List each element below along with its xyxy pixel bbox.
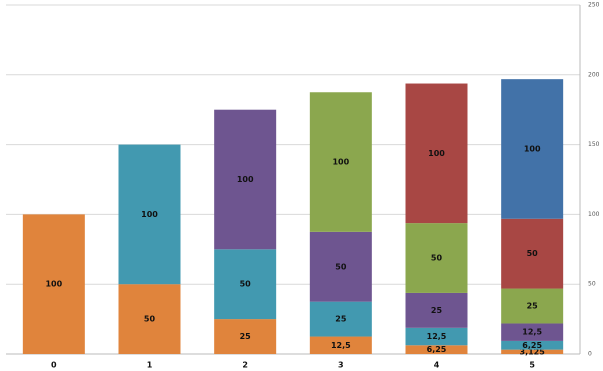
bar-segment (118, 144, 181, 285)
value-label: 50 (240, 280, 252, 289)
bar-segment (214, 109, 277, 250)
value-label: 50 (527, 249, 539, 258)
value-label: 25 (527, 302, 539, 311)
value-label: 6,25 (427, 345, 447, 354)
bar-segment (501, 218, 564, 289)
bar-segment (118, 284, 181, 354)
value-label: 100 (45, 280, 62, 289)
bar-segment (405, 292, 468, 328)
y-tick-label: 200 (588, 71, 600, 78)
value-label: 6,25 (522, 341, 542, 350)
bar-segment (501, 349, 564, 354)
value-label: 12,5 (427, 332, 447, 341)
value-label: 3,125 (520, 347, 546, 356)
value-label: 50 (144, 315, 156, 324)
x-tick-label: 1 (147, 361, 153, 370)
bar-segment (405, 345, 468, 354)
bar-segment (405, 223, 468, 293)
value-label: 50 (431, 254, 443, 263)
bar-segment (309, 301, 372, 337)
bar-segment (309, 336, 372, 354)
value-label: 100 (524, 144, 541, 153)
bar-segment (501, 79, 564, 219)
value-label: 50 (335, 262, 347, 271)
y-tick-label: 250 (588, 2, 600, 9)
x-tick-label: 0 (51, 361, 57, 370)
y-tick-label: 50 (588, 281, 596, 288)
value-label: 25 (240, 332, 252, 341)
bar-segment (309, 231, 372, 302)
bar-segment (501, 340, 564, 350)
bar-segment (309, 92, 372, 232)
bar-segment (501, 323, 564, 341)
value-label: 12,5 (522, 328, 542, 337)
y-tick-label: 0 (588, 351, 592, 358)
x-tick-label: 3 (338, 361, 344, 370)
x-tick-label: 4 (434, 361, 440, 370)
bar-segment (501, 288, 564, 324)
bar-segment (405, 327, 468, 346)
value-label: 25 (431, 306, 443, 315)
value-label: 100 (141, 210, 158, 219)
bar-segment (214, 249, 277, 320)
x-tick-label: 2 (242, 361, 248, 370)
value-label: 100 (237, 175, 254, 184)
bar-segment (22, 214, 85, 354)
bar-segment (214, 319, 277, 354)
y-tick-label: 150 (588, 141, 600, 148)
value-label: 100 (428, 149, 445, 158)
y-tick-label: 100 (588, 211, 600, 218)
x-tick-label: 5 (529, 361, 535, 370)
bar-segment (405, 83, 468, 224)
value-label: 12,5 (331, 341, 351, 350)
value-label: 100 (332, 158, 349, 167)
value-label: 25 (335, 315, 347, 324)
